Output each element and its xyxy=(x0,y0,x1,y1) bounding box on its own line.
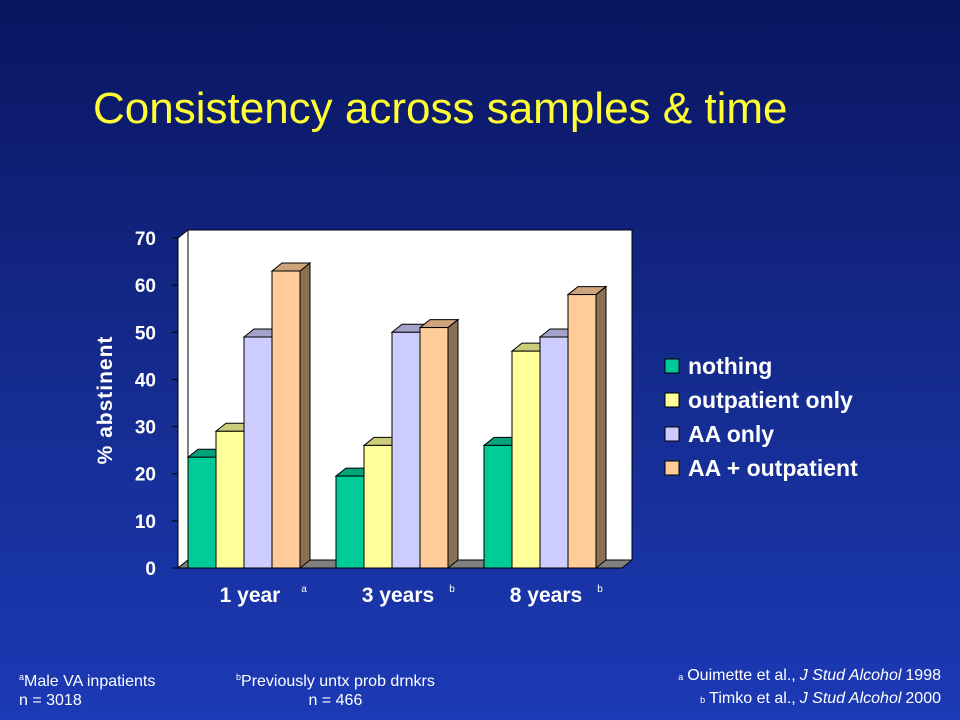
y-tick-label: 40 xyxy=(135,370,156,391)
footnote-b-line2: n = 466 xyxy=(308,692,363,709)
bar-front xyxy=(335,475,365,569)
bar-front xyxy=(567,294,597,569)
footnote-b-line1: Previously untx prob drnkrs xyxy=(241,673,435,690)
reference-a-marker: a xyxy=(678,672,684,682)
footnote-a-marker: a xyxy=(19,672,25,682)
bar-front xyxy=(187,456,217,569)
reference-b-marker: b xyxy=(700,695,706,705)
bar-side xyxy=(447,318,459,570)
reference-a-year: 1998 xyxy=(905,667,941,684)
category-labels: 1 year a 3 years b 8 years b xyxy=(220,584,604,607)
bars xyxy=(186,261,608,570)
chart-side-wall xyxy=(177,228,189,570)
y-tick-label: 10 xyxy=(135,512,156,533)
bar-front xyxy=(363,444,393,569)
y-tick-label: 0 xyxy=(145,559,156,580)
y-tick-label: 20 xyxy=(135,465,156,486)
legend-label: AA + outpatient xyxy=(688,455,858,481)
category-superscript: b xyxy=(449,584,455,595)
legend-label: nothing xyxy=(688,353,772,379)
category-superscript: b xyxy=(597,584,603,595)
y-tick-label: 60 xyxy=(135,276,156,297)
bar xyxy=(270,261,312,570)
reference-b-year: 2000 xyxy=(905,690,941,707)
legend-label: AA only xyxy=(688,421,774,447)
bar xyxy=(418,318,460,570)
reference-a-journal: J Stud Alcohol xyxy=(799,667,902,684)
reference-a-authors: Ouimette et al., xyxy=(687,667,796,684)
reference-b-authors: Timko et al., xyxy=(709,690,796,707)
reference-b-journal: J Stud Alcohol xyxy=(799,690,902,707)
footnote-a-line2: n = 3018 xyxy=(19,692,82,709)
bar-front xyxy=(271,270,301,569)
bar-side xyxy=(299,261,311,570)
bar-front xyxy=(539,336,569,569)
legend: nothing outpatient only AA only AA + outpat… xyxy=(664,353,858,481)
bar-front xyxy=(391,331,421,569)
y-axis-ticks: 0 10 20 30 40 50 60 70 xyxy=(135,229,178,580)
bar-front xyxy=(483,444,513,569)
bar-front xyxy=(215,430,245,569)
category-label: 8 years xyxy=(510,584,582,607)
references: a Ouimette et al., J Stud Alcohol 1998 b… xyxy=(678,666,941,710)
y-axis-label: % abstinent xyxy=(94,336,117,465)
slide-title: Consistency across samples & time xyxy=(93,84,788,133)
bar-front xyxy=(243,336,273,569)
reference-a: a Ouimette et al., J Stud Alcohol 1998 xyxy=(678,666,941,687)
footnote-b: bPreviously untx prob drnkrs n = 466 xyxy=(236,668,435,710)
bar xyxy=(566,285,608,570)
legend-swatch xyxy=(664,358,680,374)
legend-swatch xyxy=(664,426,680,442)
category-label: 1 year xyxy=(220,584,281,607)
bar-front xyxy=(419,327,449,569)
reference-b: b Timko et al., J Stud Alcohol 2000 xyxy=(678,689,941,710)
bar-side xyxy=(595,285,607,570)
legend-label: outpatient only xyxy=(688,387,853,413)
legend-swatch xyxy=(664,392,680,408)
bar-front xyxy=(511,350,541,569)
footnote-a-line1: Male VA inpatients xyxy=(24,673,156,690)
footnote-a: aMale VA inpatients n = 3018 xyxy=(19,668,155,710)
y-tick-label: 50 xyxy=(135,323,156,344)
category-label: 3 years xyxy=(362,584,434,607)
y-tick-label: 70 xyxy=(135,229,156,250)
footnote-b-marker: b xyxy=(236,672,242,682)
legend-swatch xyxy=(664,460,680,476)
category-superscript: a xyxy=(301,584,307,595)
y-tick-label: 30 xyxy=(135,418,156,439)
